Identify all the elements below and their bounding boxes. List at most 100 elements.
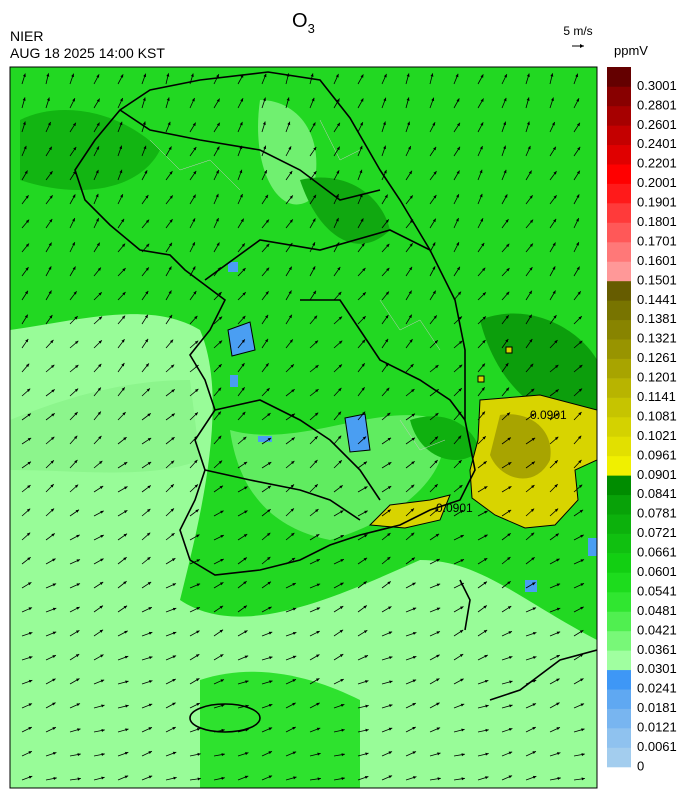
wind-arrow-head <box>458 411 462 416</box>
wind-arrow-head <box>99 605 103 609</box>
colorbar-swatch <box>607 86 631 107</box>
wind-arrow-head <box>362 316 366 320</box>
wind-arrow-head <box>507 486 512 490</box>
wind-arrow-head <box>528 314 532 319</box>
colorbar-swatch <box>607 592 631 612</box>
wind-arrow-head <box>412 582 416 586</box>
wind-arrow-head <box>100 654 104 658</box>
wind-arrow-head <box>335 193 339 198</box>
wind-arrow-head <box>194 484 198 488</box>
wind-arrow-head <box>316 654 320 658</box>
wind-arrow-head <box>173 776 177 780</box>
wind-arrow-head <box>532 632 537 635</box>
wind-arrow-head <box>578 484 583 488</box>
wind-arrow-head <box>217 267 221 271</box>
wind-arrow-head <box>76 559 81 563</box>
wind-arrow-head <box>100 679 105 683</box>
wind-arrow-head <box>507 557 511 561</box>
wind-arrow-head <box>363 461 367 465</box>
wind-arrow-head <box>481 387 485 391</box>
wind-arrow-head <box>310 73 314 77</box>
wind-arrow-head <box>76 606 80 610</box>
wind-arrow-head <box>435 389 439 393</box>
colorbar-swatch <box>607 358 631 379</box>
wind-arrow-head <box>288 314 292 319</box>
wind-arrow-head <box>122 412 126 416</box>
wind-arrow-head <box>459 510 464 514</box>
title-main: O <box>292 10 308 32</box>
wind-arrow-head <box>340 703 345 707</box>
colorbar-label: 0.0061 <box>637 739 677 754</box>
legend-unit: ppmV <box>614 43 648 58</box>
colorbar-swatch <box>607 475 631 496</box>
colorbar-label: 0.3001 <box>637 78 677 93</box>
wind-arrow-head <box>243 534 248 538</box>
wind-arrow-head <box>581 753 585 757</box>
wind-arrow-head <box>75 364 79 369</box>
wind-arrow-head <box>220 510 224 514</box>
wind-arrow-head <box>192 122 196 127</box>
wind-arrow-head <box>555 533 559 537</box>
wind-arrow-head <box>119 121 123 126</box>
wind-arrow-head <box>505 338 509 343</box>
wind-arrow-head <box>121 218 125 223</box>
wind-arrow-head <box>268 606 272 610</box>
wind-arrow-head <box>50 364 55 369</box>
wind-arrow-head <box>124 486 128 490</box>
wind-arrow-head <box>123 510 128 514</box>
wind-arrow-head <box>266 243 270 248</box>
wind-arrow-head <box>97 267 101 271</box>
wind-arrow-head <box>196 583 201 587</box>
wind-arrow-head <box>268 751 272 755</box>
colorbar-label: 0.1141 <box>637 389 676 404</box>
wind-arrow-head <box>576 170 580 175</box>
wind-arrow-head <box>527 145 531 150</box>
wind-arrow-head <box>194 315 198 320</box>
wind-arrow-head <box>508 631 512 635</box>
wind-arrow-head <box>77 753 81 757</box>
wind-arrow-head <box>245 704 249 708</box>
wind-arrow-head <box>100 510 104 514</box>
wind-arrow-head <box>455 73 459 78</box>
wind-arrow-head <box>72 218 75 222</box>
wind-arrow-head <box>461 728 465 732</box>
colorbar-swatch <box>607 553 631 573</box>
wind-arrow-head <box>389 680 393 684</box>
wind-arrow-head <box>530 363 534 368</box>
wind-arrow-head <box>481 411 485 415</box>
wind-arrow-head <box>172 678 176 682</box>
wind-arrow-head <box>361 339 366 344</box>
wind-arrow-head <box>265 314 269 319</box>
wind-arrow-head <box>191 97 195 102</box>
wind-arrow-head <box>218 340 223 344</box>
wind-arrow-head <box>293 776 297 780</box>
wind-arrow-head <box>215 193 219 198</box>
wind-arrow-head <box>145 195 149 199</box>
wind-arrow-head <box>195 678 200 682</box>
wind-arrow-head <box>411 461 415 465</box>
wind-arrow-head <box>436 631 441 635</box>
contour-label: 0.0901 <box>530 408 567 422</box>
wind-arrow-head <box>101 752 105 756</box>
wind-arrow-head <box>412 632 417 635</box>
wind-arrow-head <box>508 751 513 755</box>
wind-arrow-head <box>288 266 292 271</box>
wind-arrow-head <box>337 411 342 415</box>
wind-arrow-head <box>482 339 486 344</box>
wind-arrow-head <box>52 631 57 635</box>
wind-arrow-head <box>503 121 507 126</box>
wind-arrow-head <box>315 534 320 538</box>
wind-arrow-head <box>313 194 317 199</box>
wind-arrow-head <box>142 97 146 101</box>
wind-arrow-head <box>169 314 173 319</box>
wind-arrow-head <box>553 315 557 319</box>
wind-arrow-head <box>148 703 153 707</box>
wind-arrow-head <box>362 267 366 272</box>
wind-arrow-head <box>22 121 26 125</box>
wind-arrow-head <box>386 412 391 417</box>
wind-arrow-head <box>193 290 197 295</box>
wind-arrow-head <box>147 485 151 489</box>
wind-arrow-head <box>172 607 177 611</box>
wind-arrow-head <box>269 656 273 660</box>
wind-arrow-head <box>409 339 413 343</box>
